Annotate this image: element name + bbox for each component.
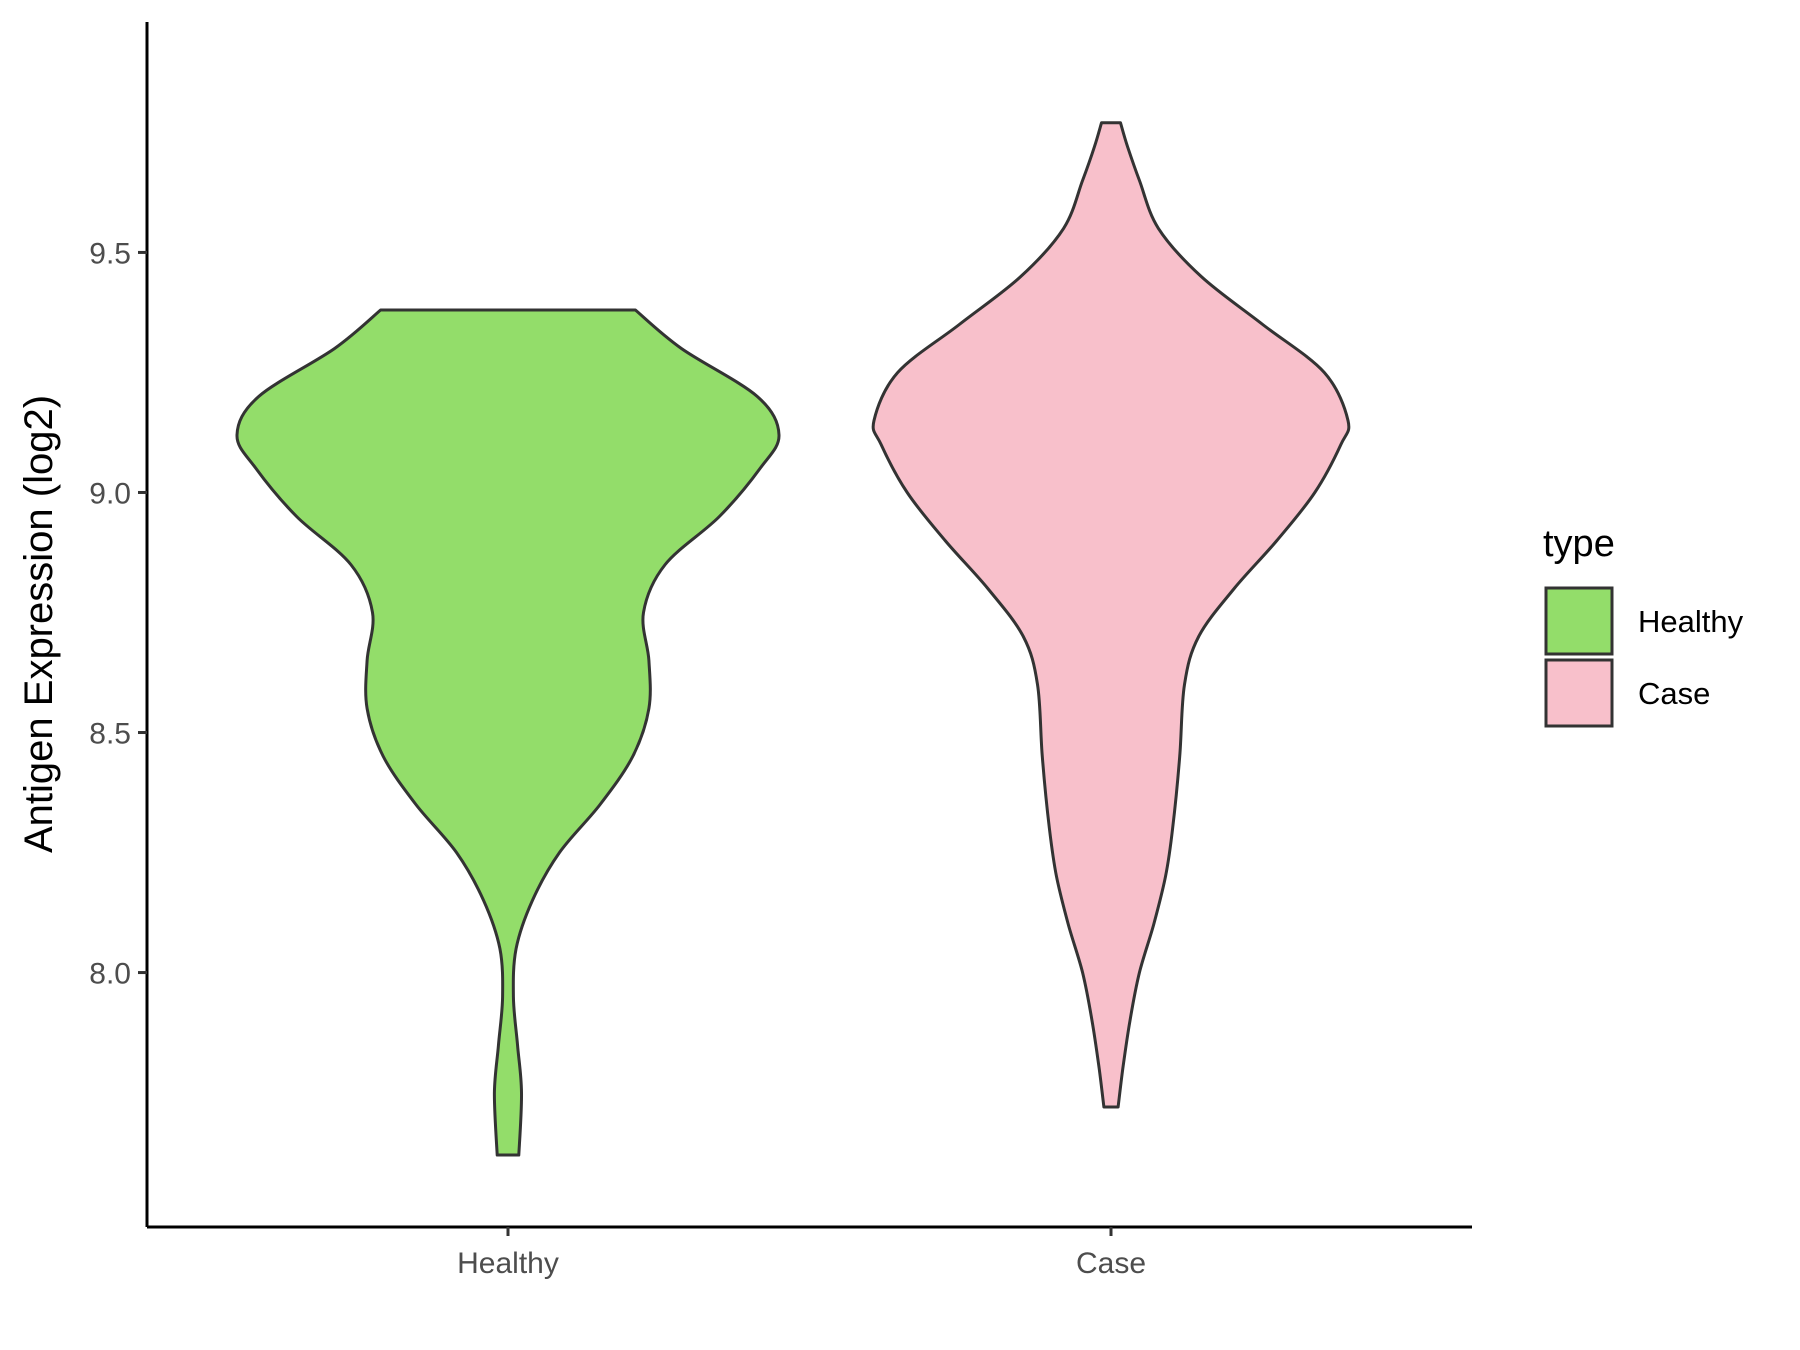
x-tick-label: Case xyxy=(1076,1247,1146,1280)
y-axis-title: Antigen Expression (log2) xyxy=(17,395,61,853)
legend-title: type xyxy=(1543,523,1615,565)
legend-items: Healthy Case xyxy=(1544,586,1744,728)
y-tick-label: 9.5 xyxy=(89,237,131,270)
legend-label-case: Case xyxy=(1638,676,1710,711)
x-axis-ticks: Healthy Case xyxy=(457,1227,1146,1280)
y-tick-label: 8.0 xyxy=(89,958,131,991)
legend: type Healthy Case xyxy=(1543,523,1744,728)
violins-layer xyxy=(235,121,1351,1157)
legend-swatch-healthy xyxy=(1544,586,1614,656)
violin-healthy xyxy=(235,308,781,1157)
y-axis-ticks: 8.0 8.5 9.0 9.5 xyxy=(89,237,147,991)
legend-swatch-case xyxy=(1544,658,1614,728)
violin-case xyxy=(871,121,1351,1109)
legend-label-healthy: Healthy xyxy=(1638,604,1744,639)
y-tick-label: 8.5 xyxy=(89,718,131,751)
x-tick-label: Healthy xyxy=(457,1247,559,1280)
y-tick-label: 9.0 xyxy=(89,477,131,510)
